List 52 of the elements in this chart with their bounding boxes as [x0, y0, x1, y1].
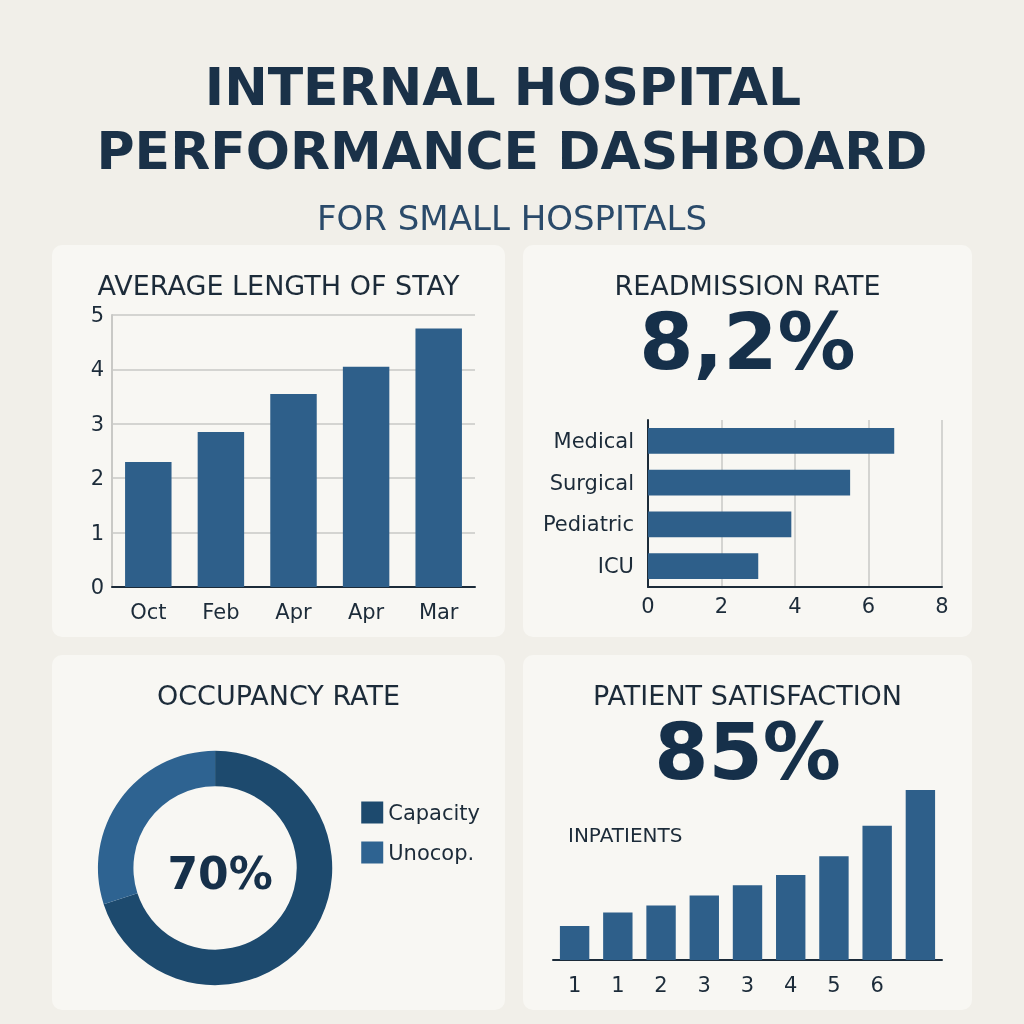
bar — [270, 393, 317, 587]
bar — [415, 328, 462, 587]
text: FOR SMALL HOSPITALS — [317, 198, 707, 238]
x-tick-label: 8 — [935, 593, 949, 618]
y-tick-label: 2 — [90, 466, 104, 491]
x-tick-label: 3 — [697, 972, 711, 997]
bar — [862, 825, 892, 960]
x-tick-label: Apr — [347, 599, 385, 624]
x-tick-label: 2 — [714, 593, 729, 618]
y-axis-title: INPATIENTS — [568, 823, 683, 847]
chart-title: AVERAGE LENGTH OF STAY — [97, 270, 460, 301]
x-tick-label: 2 — [654, 972, 668, 997]
y-tick-label: ICU — [597, 554, 634, 579]
x-tick-label: Mar — [418, 599, 459, 624]
y-tick-label: Pediatric — [542, 512, 634, 537]
x-tick-label: 3 — [740, 972, 755, 997]
x-tick-label: 4 — [788, 593, 802, 618]
chart-title: OCCUPANCY RATE — [157, 680, 400, 711]
bar — [197, 431, 245, 587]
x-tick-label: 5 — [827, 972, 841, 997]
x-tick-label: 6 — [861, 593, 876, 618]
y-tick-label: Medical — [553, 428, 634, 453]
legend-label: Capacity — [388, 800, 481, 825]
x-tick-label: 6 — [870, 972, 884, 997]
x-tick-label: 4 — [784, 972, 798, 997]
y-tick-label: 3 — [90, 411, 104, 436]
bar — [689, 895, 719, 960]
bar — [648, 469, 851, 496]
bar — [732, 885, 763, 960]
x-tick-label: Feb — [202, 599, 240, 624]
y-tick-label: 4 — [90, 357, 104, 382]
bar — [648, 427, 895, 454]
bar — [819, 856, 849, 960]
text: 70% — [167, 847, 273, 899]
bar — [776, 875, 806, 960]
bar — [648, 553, 759, 580]
bar — [646, 905, 676, 960]
bar — [648, 511, 792, 538]
x-tick-label: 0 — [641, 593, 655, 618]
y-tick-label: 0 — [90, 575, 104, 599]
bar — [342, 366, 390, 587]
bar — [603, 912, 633, 960]
y-tick-label: 1 — [90, 520, 104, 545]
y-tick-label: 5 — [90, 303, 104, 327]
bar — [559, 926, 590, 960]
x-tick-label: Apr — [275, 599, 313, 624]
bar — [905, 790, 936, 960]
legend-label: Unocop. — [388, 840, 475, 865]
x-tick-label: Oct — [130, 599, 167, 624]
bar — [125, 461, 172, 587]
y-tick-label: Surgical — [549, 470, 634, 495]
text: INTERNAL HOSPITAL PERFORMANCE DASHBOARD — [96, 57, 928, 181]
